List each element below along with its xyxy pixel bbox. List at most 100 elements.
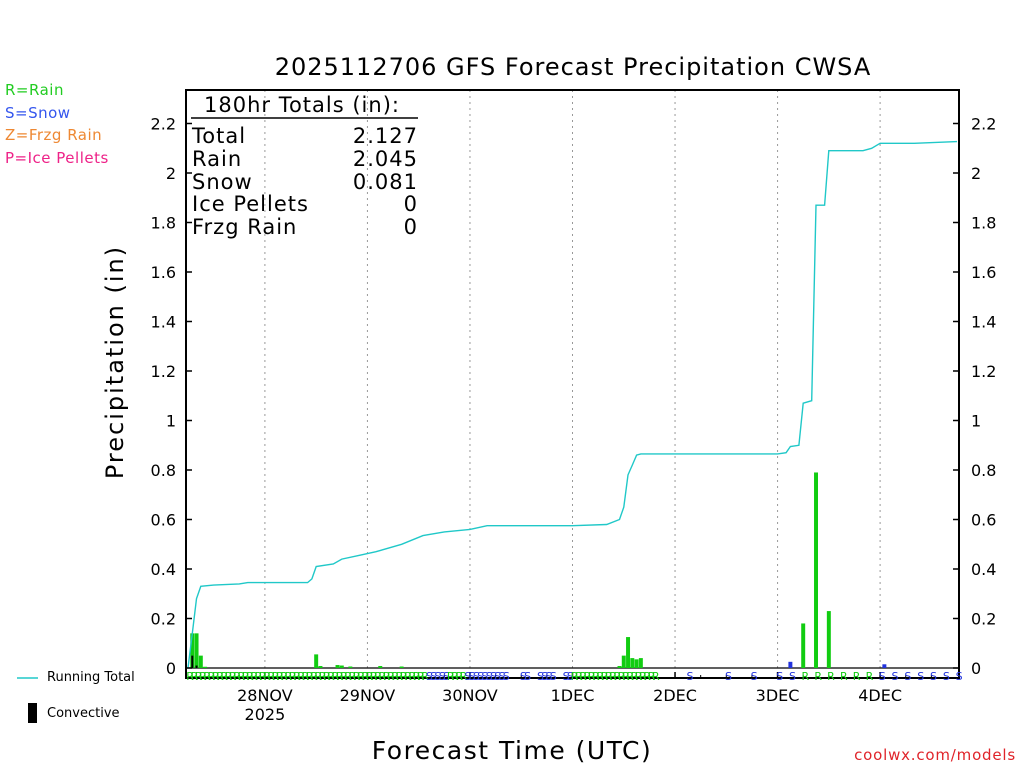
ptype-marker: S bbox=[567, 670, 574, 683]
totals-label-rain: Rain bbox=[192, 147, 242, 171]
running-total-legend-label: Running Total bbox=[47, 670, 135, 685]
y-tick-label-right: 0.6 bbox=[971, 511, 996, 530]
credit-link[interactable]: coolwx.com/models bbox=[854, 746, 1016, 764]
x-tick-label: 29NOV bbox=[340, 686, 396, 705]
rain-bar bbox=[399, 666, 404, 668]
y-tick-label-right: 0 bbox=[971, 659, 981, 678]
ptype-marker: R bbox=[246, 670, 254, 683]
ptype-marker: S bbox=[430, 670, 437, 683]
ptype-marker: S bbox=[725, 670, 732, 683]
ptype-marker: R bbox=[361, 670, 369, 683]
legend-rain: R=Rain bbox=[5, 81, 64, 99]
ptype-marker: R bbox=[417, 670, 425, 683]
y-axis-label: Precipitation (in) bbox=[101, 245, 129, 479]
y-tick-label-left: 2.2 bbox=[151, 115, 176, 134]
rain-bar bbox=[339, 665, 344, 668]
x-tick-label: 2DEC bbox=[653, 686, 697, 705]
totals-label-snow: Snow bbox=[192, 170, 253, 194]
rain-bar bbox=[617, 666, 622, 668]
ptype-marker: S bbox=[443, 670, 450, 683]
ptype-marker: R bbox=[571, 670, 579, 683]
ptype-marker: R bbox=[413, 670, 421, 683]
ptype-marker: R bbox=[853, 670, 861, 683]
ptype-marker: R bbox=[225, 670, 233, 683]
y-tick-label-right: 1 bbox=[971, 412, 981, 431]
ptype-marker: R bbox=[814, 670, 822, 683]
ptype-marker: R bbox=[648, 670, 656, 683]
ptype-marker: R bbox=[643, 670, 651, 683]
ptype-markers: RRRRRRRRRRRRRRRRRRRRRRRRRRRRRRRRRRRRRRRR… bbox=[186, 670, 962, 683]
ptype-marker: R bbox=[229, 670, 237, 683]
rain-bar bbox=[621, 655, 626, 668]
ptype-marker: R bbox=[614, 670, 622, 683]
ptype-marker: R bbox=[588, 670, 596, 683]
ptype-marker: R bbox=[639, 670, 647, 683]
ptype-marker: R bbox=[827, 670, 835, 683]
y-tick-label-left: 0 bbox=[166, 659, 176, 678]
ptype-marker: R bbox=[285, 670, 293, 683]
ptype-marker: S bbox=[686, 670, 693, 683]
x-axis-label: Forecast Time (UTC) bbox=[372, 736, 652, 765]
rain-bar bbox=[630, 658, 635, 668]
rain-bar bbox=[634, 659, 639, 668]
x-tick-label: 30NOV bbox=[442, 686, 498, 705]
x-tick-label: 4DEC bbox=[858, 686, 902, 705]
ptype-marker: R bbox=[840, 670, 848, 683]
ptype-marker: R bbox=[370, 670, 378, 683]
ptype-marker: R bbox=[220, 670, 228, 683]
ptype-marker: R bbox=[635, 670, 643, 683]
ptype-marker: R bbox=[310, 670, 318, 683]
y-tick-label-left: 2 bbox=[166, 164, 176, 183]
ptype-marker: S bbox=[486, 670, 493, 683]
rain-bar bbox=[626, 637, 631, 668]
bars-group bbox=[190, 472, 887, 668]
rain-bar bbox=[638, 658, 643, 668]
chart-title: 2025112706 GFS Forecast Precipitation CW… bbox=[275, 53, 872, 81]
rain-bar bbox=[190, 633, 195, 668]
legend-frzg-rain: Z=Frzg Rain bbox=[5, 126, 103, 144]
ptype-marker: R bbox=[344, 670, 352, 683]
ptype-marker: S bbox=[520, 670, 527, 683]
y-tick-label-left: 1 bbox=[166, 412, 176, 431]
legend-ice-pellets: P=Ice Pellets bbox=[5, 149, 109, 167]
y-tick-label-left: 0.6 bbox=[151, 511, 176, 530]
ptype-marker: S bbox=[464, 670, 471, 683]
ptype-marker: S bbox=[917, 670, 924, 683]
rain-bar bbox=[203, 666, 208, 668]
rain-bar bbox=[335, 665, 340, 668]
ptype-marker: R bbox=[250, 670, 258, 683]
ptype-marker: R bbox=[408, 670, 416, 683]
ptype-marker: R bbox=[396, 670, 404, 683]
y-tick-label-right: 0.2 bbox=[971, 610, 996, 629]
ptype-marker: R bbox=[379, 670, 387, 683]
ptype-marker: R bbox=[340, 670, 348, 683]
x-tick-label: 1DEC bbox=[551, 686, 595, 705]
ptype-marker: S bbox=[499, 670, 506, 683]
y-tick-label-left: 1.4 bbox=[151, 313, 176, 332]
ptype-marker: R bbox=[199, 670, 207, 683]
ptype-marker: R bbox=[605, 670, 613, 683]
convective-legend-swatch bbox=[28, 703, 37, 723]
ptype-marker: R bbox=[387, 670, 395, 683]
totals-value-snow: 0.081 bbox=[353, 170, 418, 194]
ptype-marker: S bbox=[751, 670, 758, 683]
rain-bar bbox=[198, 655, 203, 668]
ptype-marker: S bbox=[930, 670, 937, 683]
ptype-marker: S bbox=[503, 670, 510, 683]
totals-value-total: 2.127 bbox=[353, 124, 418, 148]
grid-lines bbox=[186, 90, 959, 678]
snow-bar bbox=[788, 661, 793, 668]
running-total-line bbox=[187, 140, 958, 669]
ptype-marker: R bbox=[302, 670, 310, 683]
ptype-marker: S bbox=[481, 670, 488, 683]
ptype-marker: R bbox=[802, 670, 810, 683]
snow-bar bbox=[882, 664, 887, 668]
ptype-marker: R bbox=[631, 670, 639, 683]
y-tick-label-right: 2.2 bbox=[971, 115, 996, 134]
y-tick-label-right: 1.6 bbox=[971, 263, 996, 282]
ptype-marker: R bbox=[579, 670, 587, 683]
ptype-marker: S bbox=[434, 670, 441, 683]
ptype-marker: R bbox=[460, 670, 468, 683]
